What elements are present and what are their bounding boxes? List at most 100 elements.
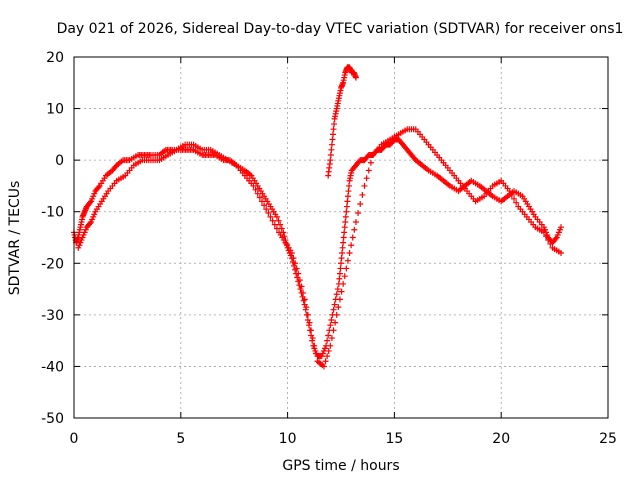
data-point: [334, 286, 341, 293]
data-points: [71, 64, 565, 370]
data-point: [545, 237, 552, 244]
data-point: [337, 265, 344, 272]
data-point: [355, 210, 362, 217]
data-point: [558, 224, 565, 231]
data-point: [298, 283, 305, 290]
data-point: [363, 175, 370, 182]
data-point: [87, 199, 94, 206]
data-point: [322, 358, 329, 365]
x-tick-label: 20: [492, 431, 510, 447]
x-axis-label: GPS time / hours: [282, 458, 399, 474]
data-point: [290, 255, 297, 262]
data-point: [343, 203, 350, 210]
data-point: [357, 200, 364, 207]
data-point: [95, 184, 102, 191]
data-point: [300, 289, 307, 296]
data-point: [341, 273, 348, 280]
data-point: [328, 141, 335, 148]
data-point: [306, 319, 313, 326]
data-point: [328, 146, 335, 153]
data-point: [87, 220, 94, 227]
data-point: [543, 233, 550, 240]
data-point: [341, 229, 348, 236]
data-point: [308, 327, 315, 334]
data-point: [256, 194, 263, 201]
data-point: [336, 275, 343, 282]
y-tick-label: -40: [41, 359, 64, 375]
data-point: [327, 342, 334, 349]
data-point: [345, 188, 352, 195]
data-point: [552, 235, 559, 242]
data-point: [335, 304, 342, 311]
data-point: [258, 198, 265, 205]
data-point: [333, 291, 340, 298]
data-point: [320, 363, 327, 370]
data-point: [269, 217, 276, 224]
data-point: [273, 213, 280, 220]
data-point: [333, 311, 340, 318]
data-point: [506, 188, 513, 195]
y-tick-label: -10: [41, 205, 64, 221]
data-point: [304, 311, 311, 318]
data-point: [340, 239, 347, 246]
data-point: [325, 347, 332, 354]
data-point: [275, 217, 282, 224]
data-point: [296, 277, 303, 284]
x-tick-label: 5: [176, 431, 185, 447]
y-tick-label: -20: [41, 256, 64, 272]
data-point: [329, 131, 336, 138]
data-point: [338, 260, 344, 267]
data-point: [338, 255, 345, 262]
data-point: [327, 151, 334, 158]
data-point: [508, 191, 515, 198]
x-tick-label: 0: [70, 431, 79, 447]
data-point: [288, 249, 295, 256]
data-point: [331, 301, 338, 308]
data-point: [359, 191, 366, 198]
y-tick-label: -30: [41, 308, 64, 324]
data-point: [351, 226, 358, 233]
data-point: [311, 342, 318, 349]
data-point: [344, 198, 351, 205]
data-point: [295, 270, 302, 277]
data-point: [340, 234, 347, 241]
data-point: [352, 74, 359, 81]
data-point: [547, 240, 554, 247]
data-point: [540, 229, 547, 236]
series-arc-b: [75, 126, 565, 370]
x-tick-label: 15: [385, 431, 403, 447]
data-point: [252, 186, 259, 193]
data-point: [336, 296, 343, 303]
data-point: [265, 210, 272, 217]
data-point: [344, 193, 351, 200]
data-point: [365, 167, 372, 174]
y-tick-label: 0: [55, 153, 64, 169]
series-arc-c: [325, 64, 359, 179]
data-point: [300, 297, 307, 304]
data-point: [340, 280, 347, 287]
data-point: [338, 288, 345, 295]
data-point: [361, 182, 368, 189]
data-point: [336, 270, 343, 277]
plot-frame: [73, 56, 609, 419]
data-point: [330, 327, 337, 334]
y-tick-label: -50: [41, 411, 64, 427]
data-point: [339, 244, 346, 251]
data-point: [303, 304, 310, 311]
series-arc-a: [71, 136, 565, 360]
data-point: [343, 208, 350, 215]
data-point: [341, 224, 348, 231]
data-point: [348, 242, 355, 249]
x-tick-label: 10: [279, 431, 297, 447]
data-point: [330, 126, 337, 133]
data-point: [332, 319, 339, 326]
data-point: [273, 225, 280, 232]
y-tick-label: 20: [46, 50, 64, 66]
data-point: [558, 249, 565, 256]
data-point: [328, 335, 335, 342]
data-point: [301, 296, 308, 303]
data-point: [346, 249, 353, 256]
data-point: [344, 257, 351, 264]
chart-title: Day 021 of 2026, Sidereal Day-to-day VTE…: [57, 21, 624, 37]
